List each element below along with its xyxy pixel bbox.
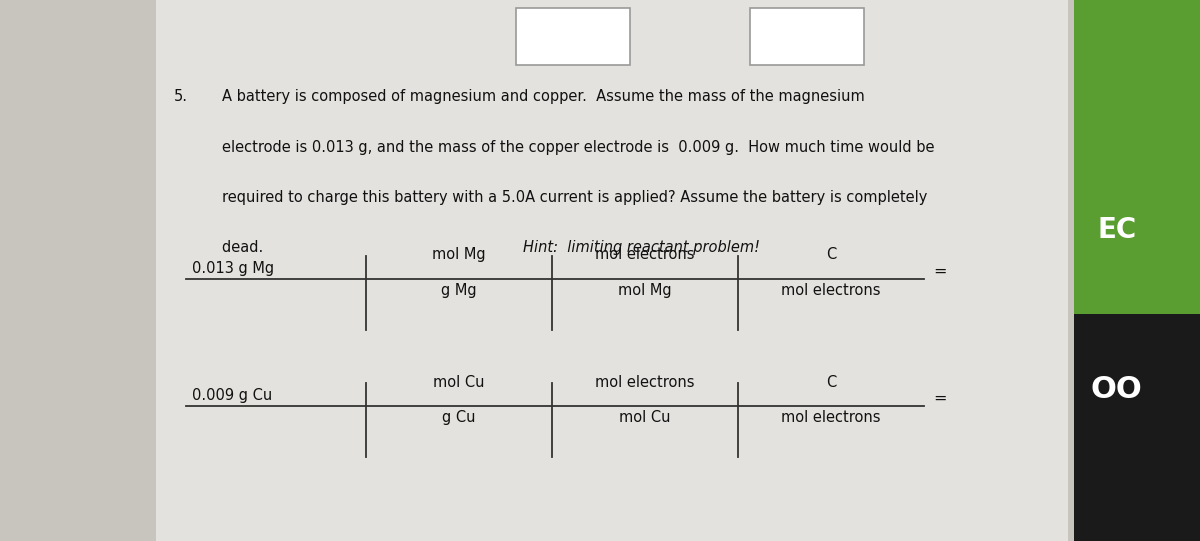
Text: Hint:  limiting reactant problem!: Hint: limiting reactant problem! xyxy=(523,240,760,255)
Text: =: = xyxy=(934,391,947,406)
Text: OO: OO xyxy=(1091,375,1142,404)
FancyBboxPatch shape xyxy=(516,8,630,65)
FancyBboxPatch shape xyxy=(1074,314,1200,541)
Text: dead.: dead. xyxy=(222,240,272,255)
Text: mol Cu: mol Cu xyxy=(433,374,485,390)
Text: mol electrons: mol electrons xyxy=(781,283,881,298)
FancyBboxPatch shape xyxy=(156,0,1068,541)
Text: electrode is 0.013 g, and the mass of the copper electrode is  0.009 g.  How muc: electrode is 0.013 g, and the mass of th… xyxy=(222,140,935,155)
Text: 0.013 g Mg: 0.013 g Mg xyxy=(192,261,274,276)
Text: 5.: 5. xyxy=(174,89,188,104)
Text: mol electrons: mol electrons xyxy=(595,247,695,262)
FancyBboxPatch shape xyxy=(156,0,1068,541)
Text: required to charge this battery with a 5.0A current is applied? Assume the batte: required to charge this battery with a 5… xyxy=(222,190,928,205)
Text: 0.009 g Cu: 0.009 g Cu xyxy=(192,388,272,403)
Text: g Mg: g Mg xyxy=(442,283,476,298)
Text: mol electrons: mol electrons xyxy=(781,410,881,425)
Text: =: = xyxy=(934,263,947,279)
Text: g Cu: g Cu xyxy=(443,410,475,425)
Text: A battery is composed of magnesium and copper.  Assume the mass of the magnesium: A battery is composed of magnesium and c… xyxy=(222,89,865,104)
Text: mol Mg: mol Mg xyxy=(618,283,672,298)
Text: mol Mg: mol Mg xyxy=(432,247,486,262)
Text: C: C xyxy=(826,247,836,262)
FancyBboxPatch shape xyxy=(750,8,864,65)
FancyBboxPatch shape xyxy=(1074,0,1200,352)
Text: mol Cu: mol Cu xyxy=(619,410,671,425)
Text: mol electrons: mol electrons xyxy=(595,374,695,390)
Text: EC: EC xyxy=(1098,216,1138,244)
Text: C: C xyxy=(826,374,836,390)
